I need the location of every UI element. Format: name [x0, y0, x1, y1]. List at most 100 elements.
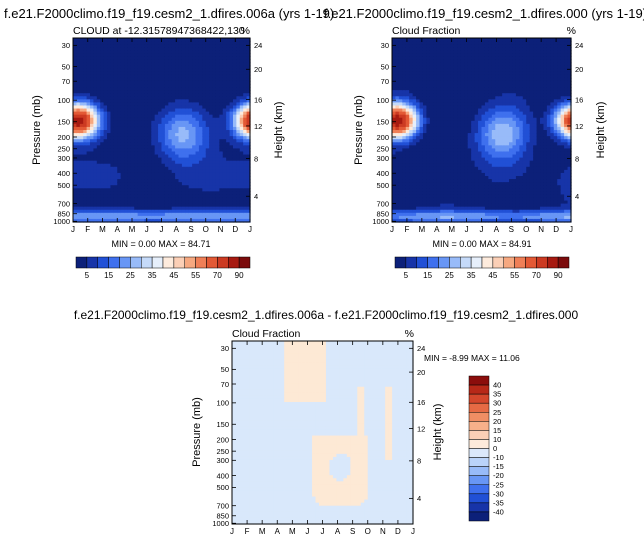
colorbar-swatch [97, 256, 109, 269]
panel-2-units: % [567, 25, 576, 37]
panel-1-x-tick-label: A [115, 225, 121, 234]
panel-1-x-tick-label: J [71, 225, 75, 234]
panel-2-plot-area: J F M A M J J A S O N D J305070100150200250300400500… [372, 37, 583, 234]
panel-2-x-tick-label: J [465, 225, 469, 234]
colorbar-label: 20 [493, 417, 501, 426]
colorbar-swatch [438, 256, 450, 269]
panel-3-x-tick-label: J [230, 527, 234, 536]
colorbar-swatch [503, 256, 515, 269]
panel-3-y2-tick-label: 12 [417, 424, 425, 433]
colorbar-swatch [468, 502, 490, 513]
panel-3-plot-area: J F M A M J J A S O N D J305070100150200250300400500… [212, 340, 425, 536]
panel-3-y-tick-label: 50 [221, 365, 229, 374]
panel-3-x-tick-label: A [275, 527, 281, 536]
panel-3-units: % [405, 328, 414, 340]
panel-1-x-tick-label: M [99, 225, 106, 234]
panel-2-colorbar: 5 15 25 35 45 55 70 90 [394, 256, 570, 280]
panel-1-y2-tick-label: 16 [254, 95, 262, 104]
panel-2-y-tick-label: 30 [381, 41, 389, 50]
colorbar-swatch [416, 256, 428, 269]
panel-1-y-tick-label: 250 [57, 145, 70, 154]
colorbar-swatch [151, 256, 164, 269]
colorbar-label: -15 [493, 462, 504, 471]
panel-2-y-axis-label: Pressure (mb) [353, 95, 365, 165]
panel-1-y2-tick-label: 12 [254, 122, 262, 131]
colorbar-label: 15 [104, 271, 113, 280]
panel-3-x-tick-label: J [321, 527, 325, 536]
colorbar-label: 55 [191, 271, 200, 280]
panel-3-subtitle: Cloud Fraction [232, 328, 300, 340]
panel-2-x-tick-label: D [553, 225, 559, 234]
colorbar-label: 30 [493, 399, 501, 408]
panel-3-y-tick-label: 1000 [212, 519, 229, 528]
panel-3-difference: f.e21.F2000climo.f19_f19.cesm2_1.dfires.… [74, 308, 579, 536]
panel-1-y-axis-label: Pressure (mb) [31, 95, 43, 165]
colorbar-label: 70 [532, 271, 541, 280]
colorbar-swatch [108, 256, 120, 269]
colorbar-label: 45 [169, 271, 178, 280]
colorbar-label: -40 [493, 507, 504, 516]
colorbar-label: -30 [493, 489, 504, 498]
colorbar-swatch [468, 484, 490, 495]
colorbar-swatch [468, 421, 490, 431]
panel-2-x-tick-label: J [480, 225, 484, 234]
panel-1-y-tick-label: 400 [57, 169, 70, 178]
panel-2-y-tick-label: 50 [381, 62, 389, 71]
panel-2-y2-tick-label: 8 [575, 154, 579, 163]
panel-1-x-tick-label: O [203, 225, 209, 234]
panel-3-y-tick-label: 150 [216, 420, 229, 429]
colorbar-swatch [460, 256, 472, 269]
colorbar-swatch [238, 256, 251, 269]
panel-1-y2-tick-label: 24 [254, 41, 262, 50]
panel-2-y2-tick-label: 16 [575, 95, 583, 104]
colorbar-label: 70 [213, 271, 222, 280]
colorbar-label: 25 [493, 408, 501, 417]
panel-1-y2-tick-label: 20 [254, 65, 262, 74]
panel-1-x-tick-label: J [145, 225, 149, 234]
panel-3-y2-axis-label: Height (km) [432, 404, 444, 461]
colorbar-label: -10 [493, 453, 504, 462]
colorbar-swatch [536, 256, 548, 269]
colorbar-swatch [86, 256, 98, 269]
panel-2-x-tick-label: O [523, 225, 529, 234]
panel-1-plot-area: J F M A M J J A S O N D J305070100150200250300400500… [53, 37, 262, 234]
panel-2-y2-tick-label: 24 [575, 41, 583, 50]
colorbar-label: 25 [445, 271, 454, 280]
colorbar-label: 55 [510, 271, 519, 280]
panel-2-y-tick-label: 400 [376, 169, 389, 178]
panel-1-y2-axis-label: Height (km) [273, 102, 285, 159]
panel-3-title: f.e21.F2000climo.f19_f19.cesm2_1.dfires.… [74, 308, 579, 322]
panel-3-y2-tick-label: 4 [417, 494, 421, 503]
colorbar-label: 35 [467, 271, 476, 280]
colorbar-label: -25 [493, 480, 504, 489]
panel-2-y-tick-label: 500 [376, 181, 389, 190]
panel-1-x-tick-label: F [85, 225, 90, 234]
colorbar-label: 10 [493, 435, 501, 444]
panel-3-x-tick-label: F [245, 527, 250, 536]
panel-2-min-max: MIN = 0.00 MAX = 84.91 [432, 239, 531, 249]
colorbar-label: 90 [554, 271, 563, 280]
colorbar-label: 5 [404, 271, 409, 280]
colorbar-label: 40 [493, 381, 501, 390]
colorbar-swatch [468, 439, 490, 449]
colorbar-swatch [468, 412, 490, 422]
panel-3-y-tick-label: 250 [216, 447, 229, 456]
panel-2-y-tick-label: 100 [376, 96, 389, 105]
colorbar-swatch [173, 256, 185, 269]
colorbar-swatch [525, 256, 537, 269]
panel-3-y2-tick-label: 8 [417, 457, 421, 466]
panel-2-y-tick-label: 200 [376, 133, 389, 142]
panel-3-y2-tick-label: 16 [417, 398, 425, 407]
panel-1-x-tick-label: J [248, 225, 252, 234]
panel-2-x-tick-label: S [509, 225, 514, 234]
panel-3-y-tick-label: 400 [216, 471, 229, 480]
panel-1-y2-tick-label: 8 [254, 154, 258, 163]
panel-2-subtitle: Cloud Fraction [392, 25, 460, 37]
panel-1-units: % [241, 25, 250, 37]
panel-2-field [392, 38, 572, 223]
colorbar-swatch [130, 256, 142, 269]
colorbar-swatch [394, 256, 407, 269]
colorbar-swatch [468, 466, 490, 476]
colorbar-swatch [162, 256, 175, 269]
